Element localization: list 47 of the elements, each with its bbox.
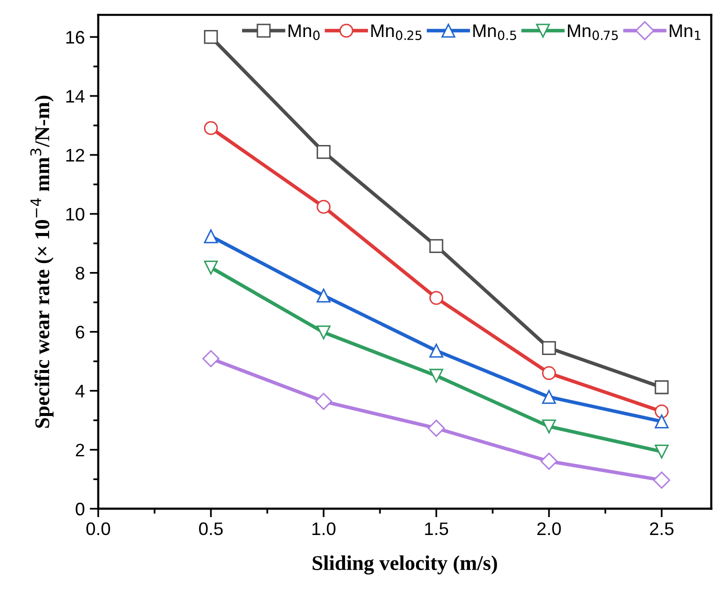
x-tick-label: 0.5	[199, 522, 223, 536]
point	[202, 350, 220, 368]
point	[428, 420, 445, 437]
y-tick-label: 16	[66, 30, 84, 44]
point	[542, 390, 556, 404]
y-tick-label: 4	[75, 384, 85, 398]
x-tick-label: 0.0	[86, 522, 110, 536]
y-tick-label: 8	[76, 266, 84, 280]
legend-label: Mn$_{0.5}$	[473, 24, 516, 40]
point	[429, 239, 444, 253]
legend-label: Mn$_{1}$	[670, 24, 700, 40]
point	[204, 260, 218, 274]
y-tick-label: 14	[66, 90, 85, 102]
y-tick-label: 12	[66, 148, 84, 162]
point	[315, 392, 332, 410]
legend-label: Mn$_{0}$	[288, 24, 320, 40]
point	[542, 366, 556, 380]
x-tick-label: 1.5	[425, 522, 448, 536]
point	[316, 200, 331, 214]
point	[653, 472, 670, 489]
point	[316, 288, 331, 303]
y-tick-label: 6	[76, 326, 84, 339]
legend-label: Mn$_{0.25}$	[371, 24, 422, 40]
x-tick-label: 2.0	[537, 522, 561, 536]
point	[429, 368, 444, 383]
y-axis-title: Specific wear rate (× 10$^{−4}$ mm$^{3}$/N-m)	[30, 96, 54, 428]
y-tick-label: 2	[76, 444, 84, 456]
point	[654, 404, 669, 418]
point	[654, 380, 669, 394]
point	[204, 30, 218, 44]
x-axis-title: Sliding velocity (m/s)	[312, 555, 498, 574]
point	[654, 444, 669, 458]
point	[542, 341, 556, 355]
point	[654, 414, 669, 428]
point	[429, 344, 444, 358]
point	[204, 229, 218, 244]
point	[429, 290, 444, 305]
point	[204, 121, 218, 136]
y-tick-label: 10	[66, 208, 84, 221]
y-tick-label: 0	[76, 502, 84, 516]
legend-label: Mn$_{0.75}$	[568, 24, 618, 40]
point	[316, 145, 331, 159]
point	[540, 452, 558, 470]
x-tick-label: 1.0	[312, 522, 336, 536]
point	[542, 420, 556, 434]
point	[316, 325, 331, 340]
x-tick-label: 2.5	[650, 522, 674, 536]
